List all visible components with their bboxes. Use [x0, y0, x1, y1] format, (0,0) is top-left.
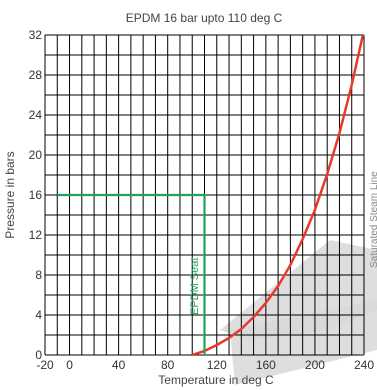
- x-tick-label: 40: [112, 358, 126, 372]
- y-tick-label: 8: [35, 268, 42, 282]
- y-axis-label: Pressure in bars: [3, 151, 17, 238]
- x-tick-label: 80: [161, 358, 175, 372]
- y-tick-label: 32: [29, 28, 43, 42]
- y-tick-label: 20: [29, 148, 43, 162]
- series-group: [57, 35, 364, 355]
- watermark-shape-lower: [230, 300, 377, 385]
- x-tick-label: -20: [36, 358, 54, 372]
- chart-title: EPDM 16 bar upto 110 deg C: [126, 11, 283, 25]
- y-tick-label: 16: [29, 188, 43, 202]
- epdm-seat-series: [57, 193, 206, 355]
- x-tick-label: 120: [207, 358, 227, 372]
- y-tick-label: 12: [29, 228, 43, 242]
- x-axis-label: Temperature in deg C: [158, 373, 274, 387]
- y-tick-label: 0: [35, 348, 42, 362]
- x-tick-label: 160: [256, 358, 276, 372]
- y-axis-ticks: 0 4 8 12 16 20 24 28 32: [29, 28, 43, 362]
- steam-line-series: [191, 35, 364, 355]
- y-tick-label: 24: [29, 108, 43, 122]
- y-tick-label: 4: [35, 308, 42, 322]
- x-tick-label: 240: [354, 358, 374, 372]
- epdm-seat-label: EPDM Seat: [189, 258, 201, 315]
- steam-line-label: Saturated Steam Line: [369, 171, 377, 268]
- x-tick-label: 0: [66, 358, 73, 372]
- y-tick-label: 28: [29, 68, 43, 82]
- x-tick-label: 200: [305, 358, 325, 372]
- x-axis-ticks: -20 0 40 80 120 160 200 240: [36, 358, 374, 372]
